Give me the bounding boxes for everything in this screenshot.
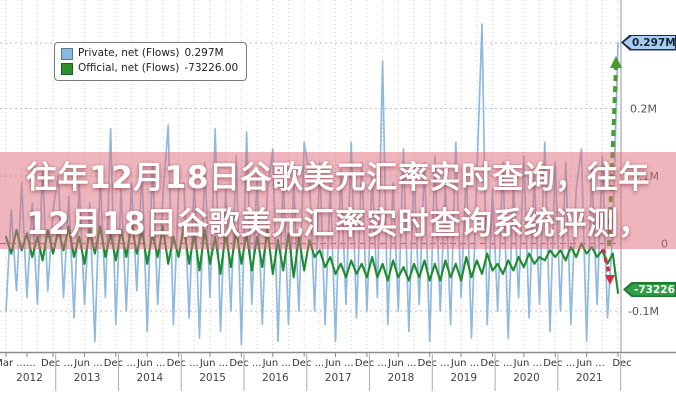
official-last-value-tag: -73226.00	[623, 282, 676, 297]
legend-private-label: Private, net (Flows)	[78, 47, 180, 59]
x-tick-label: Dec ...	[41, 358, 73, 369]
x-tick-label: Jun ...	[575, 358, 604, 369]
overlay-banner: 往年12月18日谷歌美元汇率实时查询，往年 12月18日谷歌美元汇率实时查询系统…	[0, 152, 676, 249]
x-tick-label: Jun ...	[73, 358, 102, 369]
surge-up-arrowhead-icon	[610, 56, 622, 68]
private-last-value-text: 0.297M	[632, 36, 676, 49]
x-tick-label: Dec ...	[418, 358, 450, 369]
official-last-value-text: -73226.00	[634, 283, 676, 296]
legend-item-private: Private, net (Flows) 0.297M	[61, 46, 238, 61]
drop-down-arrow	[601, 248, 612, 278]
legend-private-value: 0.297M	[184, 47, 224, 59]
x-tick-label: Jun ...	[513, 358, 542, 369]
x-tick-label: Jun ...	[450, 358, 479, 369]
x-tick-label: Jun ...	[199, 358, 228, 369]
x-tick-label: Jun ...	[387, 358, 416, 369]
x-tick-label: Jun ...	[136, 358, 165, 369]
year-label: 2021	[576, 372, 603, 384]
x-tick-label: Jun ...	[262, 358, 291, 369]
year-label: 2012	[16, 372, 43, 384]
x-tick-label: Jun ...	[324, 358, 353, 369]
legend-official-value: -73226.00	[184, 62, 239, 74]
x-tick-label: Dec ...	[292, 358, 324, 369]
y-tick-label: 0.2M	[630, 103, 657, 116]
x-tick-label: Dec ...	[543, 358, 575, 369]
year-label: 2016	[262, 372, 289, 384]
year-label: 2019	[450, 372, 477, 384]
year-label: 2020	[513, 372, 540, 384]
overlay-title-line2: 12月18日谷歌美元汇率实时查询系统评测，	[26, 205, 650, 242]
legend-item-official: Official, net (Flows) -73226.00	[61, 61, 238, 76]
year-label: 2014	[136, 372, 163, 384]
y-tick-label: -0.1M	[628, 305, 659, 318]
year-label: 2017	[325, 372, 352, 384]
x-tick-label: Dec ...	[355, 358, 387, 369]
overlay-title-line1: 往年12月18日谷歌美元汇率实时查询，往年	[26, 159, 650, 196]
private-last-value-tag: 0.297M	[621, 34, 676, 51]
x-tick-label: Dec ...	[229, 358, 261, 369]
legend-official-label: Official, net (Flows)	[78, 62, 180, 74]
x-tick-label: ...	[26, 358, 36, 369]
drop-down-arrowhead-icon	[605, 275, 615, 285]
official-series-swatch-icon	[61, 62, 73, 75]
x-tick-label: Dec	[612, 358, 631, 369]
x-tick-label: Mar ...	[0, 358, 26, 369]
year-label: 2013	[74, 372, 101, 384]
x-tick-label: Dec ...	[480, 358, 512, 369]
x-tick-label: Dec ...	[104, 358, 136, 369]
year-label: 2018	[388, 372, 415, 384]
x-tick-label: Dec ...	[167, 358, 199, 369]
legend: Private, net (Flows) 0.297M Official, ne…	[54, 42, 248, 81]
private-series-swatch-icon	[61, 47, 73, 60]
year-label: 2015	[199, 372, 226, 384]
